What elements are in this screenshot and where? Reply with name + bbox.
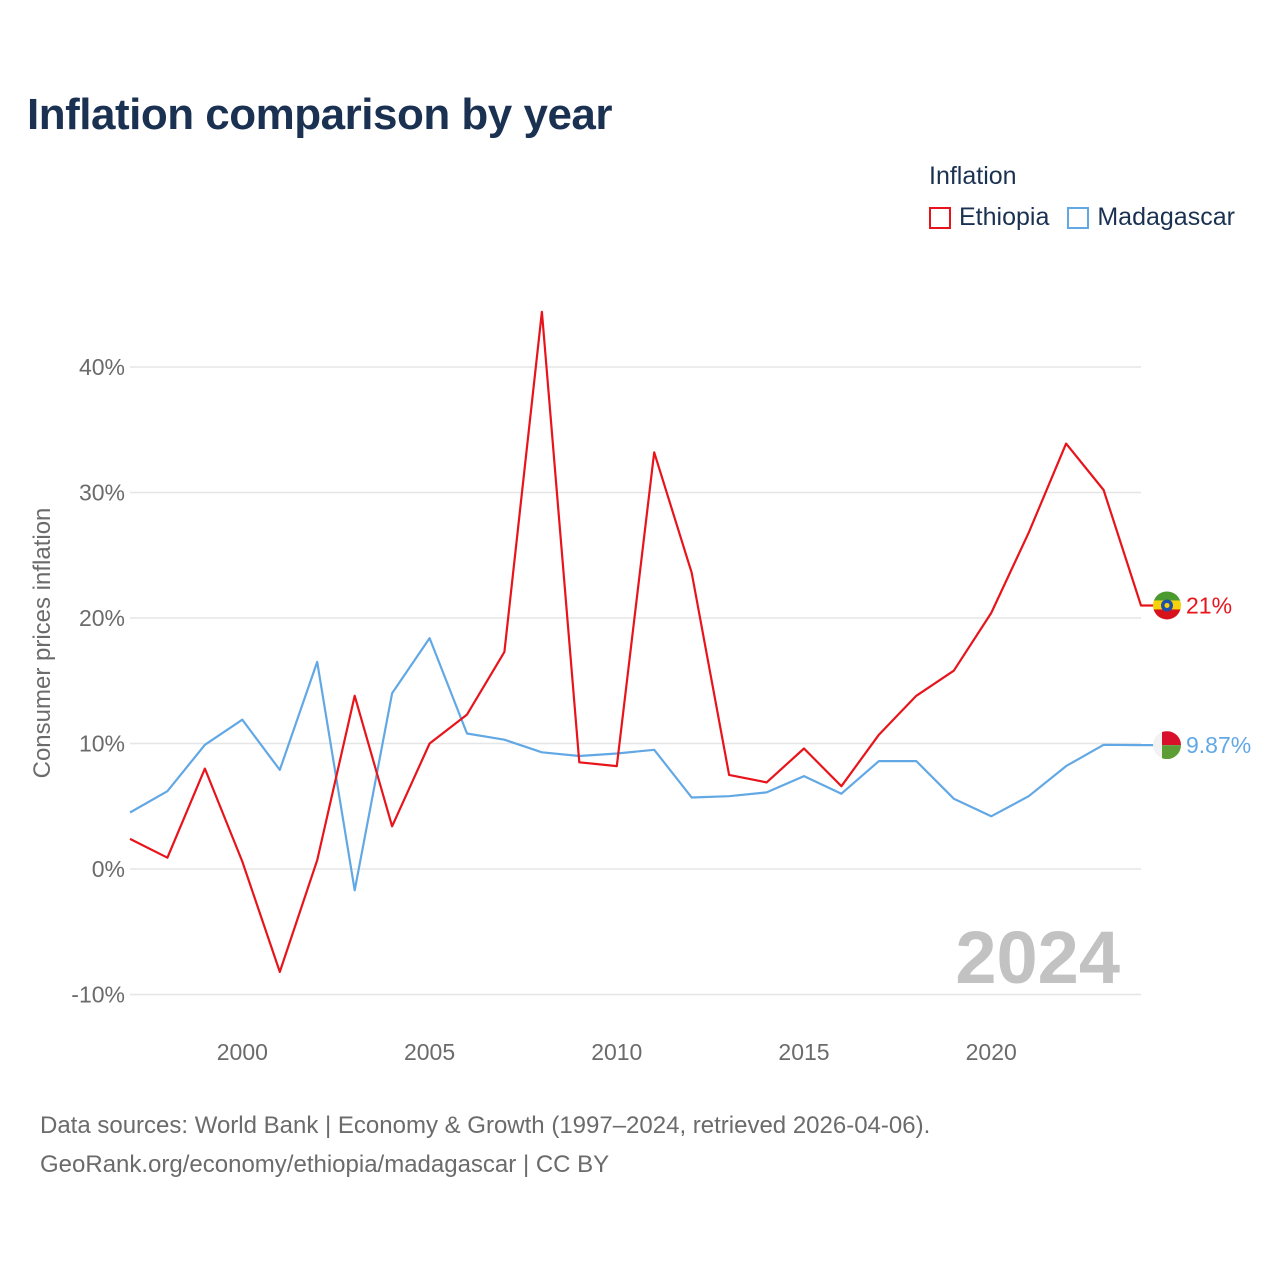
legend-title: Inflation — [929, 162, 1017, 190]
legend-swatch-madagascar — [1067, 206, 1090, 229]
source-line-2[interactable]: GeoRank.org/economy/ethiopia/madagascar … — [40, 1151, 610, 1178]
legend-swatch-ethiopia — [929, 206, 951, 229]
y-tick-label: -10% — [71, 982, 125, 1008]
y-tick-label: 20% — [79, 605, 125, 631]
y-tick-label: 0% — [92, 856, 125, 882]
y-tick-label: 40% — [79, 354, 125, 380]
end-labels: 21% 9.87% — [1186, 592, 1251, 758]
y-axis-label: Consumer prices inflation — [29, 508, 56, 779]
x-tick-label: 2010 — [591, 1039, 642, 1065]
legend-label-ethiopia: Ethiopia — [959, 203, 1050, 231]
legend-label-madagascar: Madagascar — [1097, 203, 1235, 231]
flag-stripe-green — [1162, 745, 1181, 760]
year-watermark: 2024 — [955, 916, 1120, 999]
x-tick-label: 2005 — [404, 1039, 455, 1065]
y-tick-label: 30% — [79, 480, 125, 506]
madagascar-flag-stripes — [1153, 731, 1181, 760]
y-tick-label: 10% — [79, 731, 125, 757]
series-lines — [129, 310, 1160, 974]
y-axis-ticks: -10% 0% 10% 20% 30% 40% — [71, 354, 125, 1008]
ethiopia-flag-icon — [1153, 591, 1181, 620]
chart-title: Inflation comparison by year — [27, 90, 613, 139]
source-note: Data sources: World Bank | Economy & Gro… — [40, 1106, 930, 1184]
flag-star — [1164, 602, 1170, 608]
legend-item-ethiopia[interactable]: Ethiopia — [929, 203, 1049, 232]
x-tick-label: 2020 — [966, 1039, 1017, 1065]
source-line-1[interactable]: Data sources: World Bank | Economy & Gro… — [40, 1112, 931, 1139]
legend-items: Ethiopia Madagascar — [929, 203, 1253, 232]
legend-item-madagascar[interactable]: Madagascar — [1067, 203, 1235, 232]
gridlines — [130, 366, 1141, 996]
flag-stripe-white — [1153, 731, 1162, 760]
series-line-ethiopia — [129, 310, 1160, 974]
series-line-madagascar — [129, 636, 1160, 892]
x-axis-ticks: 2000 2005 2010 2015 2020 — [217, 1039, 1017, 1065]
x-tick-label: 2000 — [217, 1039, 268, 1065]
end-label-madagascar: 9.87% — [1186, 732, 1251, 758]
x-tick-label: 2015 — [778, 1039, 829, 1065]
flag-stripe-red — [1162, 731, 1181, 746]
legend: Inflation Ethiopia Madagascar — [929, 162, 1253, 232]
madagascar-flag-icon — [1153, 731, 1181, 760]
flag-stripe-red — [1153, 609, 1181, 620]
end-label-ethiopia: 21% — [1186, 592, 1232, 618]
flag-stripe-green — [1153, 591, 1181, 602]
